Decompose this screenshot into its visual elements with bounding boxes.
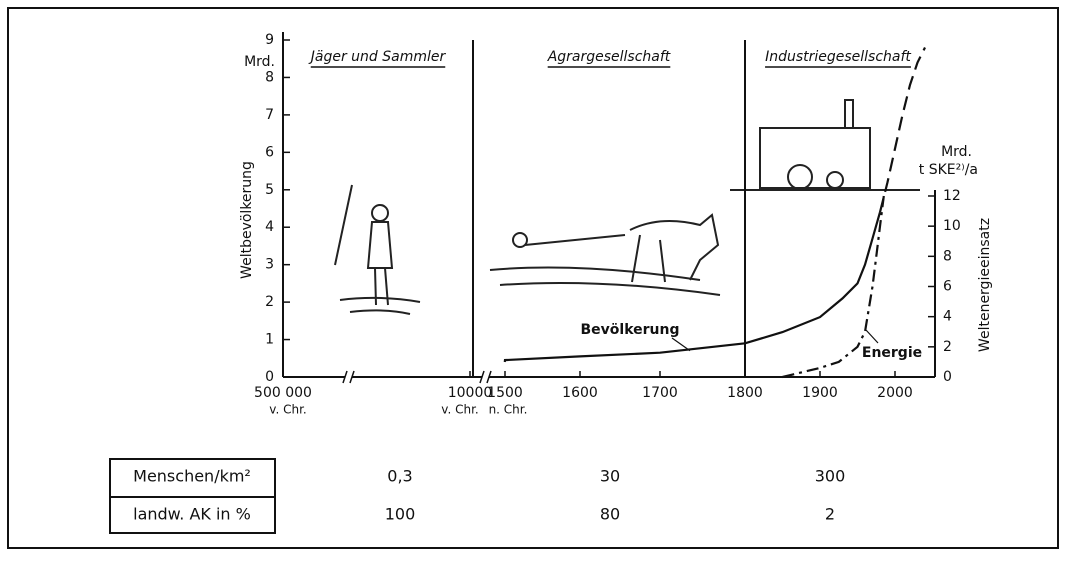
y-unit: Mrd. [244,54,275,70]
y-tick-label: 2 [265,294,274,310]
table-value: 0,3 [387,467,412,486]
table-row-header: landw. AK in % [133,505,251,524]
era-heading: Jäger und Sammler [308,49,447,65]
line-label: Energie [862,345,922,361]
leader [672,338,690,351]
leader [866,330,878,343]
y-tick-label: 9 [265,32,274,48]
y2-tick-label: 0 [943,369,952,385]
line-label: Bevölkerung [581,322,680,338]
era-label: v. Chr. [269,403,306,417]
figure: Jäger und Sammler Agrargesellschaft Indust… [0,0,1066,557]
table-value: 2 [825,505,835,524]
y-tick-label: 0 [265,369,274,385]
table-value: 300 [815,467,846,486]
era-label: v. Chr. [441,403,478,417]
y2-tick-label: 10 [943,218,961,234]
y-tick-label: 3 [265,257,274,273]
y-axis-title: Weltbevölkerung [239,161,255,279]
x-tick-label: 1600 [562,385,598,401]
x-tick-label: 10000 [448,385,493,401]
x-tick-label: 2000 [877,385,913,401]
y2-tick-label: 2 [943,339,952,355]
series-line [880,48,925,213]
y2-tick-label: 6 [943,279,952,295]
table-row-header: Menschen/km² [133,467,251,486]
illustrations [335,100,920,314]
y-tick-label: 6 [265,144,274,160]
table-value: 30 [600,467,620,486]
series-line [505,212,880,362]
y-tick-label: 5 [265,182,274,198]
table-value: 100 [385,505,416,524]
x-tick-label: 1900 [802,385,838,401]
y2-tick-label: 12 [943,188,961,204]
era-heading: Industriegesellschaft [765,49,911,65]
x-tick-label: 1500 [487,385,523,401]
x-tick-label: 1800 [727,385,763,401]
y2-unit: t SKE²⁾/a [919,162,978,178]
y2-tick-label: 4 [943,309,952,325]
x-tick-label: 500 000 [254,385,312,401]
y-tick-label: 7 [265,107,274,123]
y2-unit: Mrd. [941,144,972,160]
table-value: 80 [600,505,620,524]
x-tick-label: 1700 [642,385,678,401]
y2-axis-title: Weltenergieeinsatz [977,218,993,352]
era-heading: Agrargesellschaft [547,49,671,65]
y-tick-label: 1 [265,332,274,348]
y2-tick-label: 8 [943,248,952,264]
era-label: n. Chr. [489,403,528,417]
page: Jäger und Sammler Agrargesellschaft Indust… [0,0,1066,561]
y-tick-label: 8 [265,69,274,85]
y-tick-label: 4 [265,219,274,235]
